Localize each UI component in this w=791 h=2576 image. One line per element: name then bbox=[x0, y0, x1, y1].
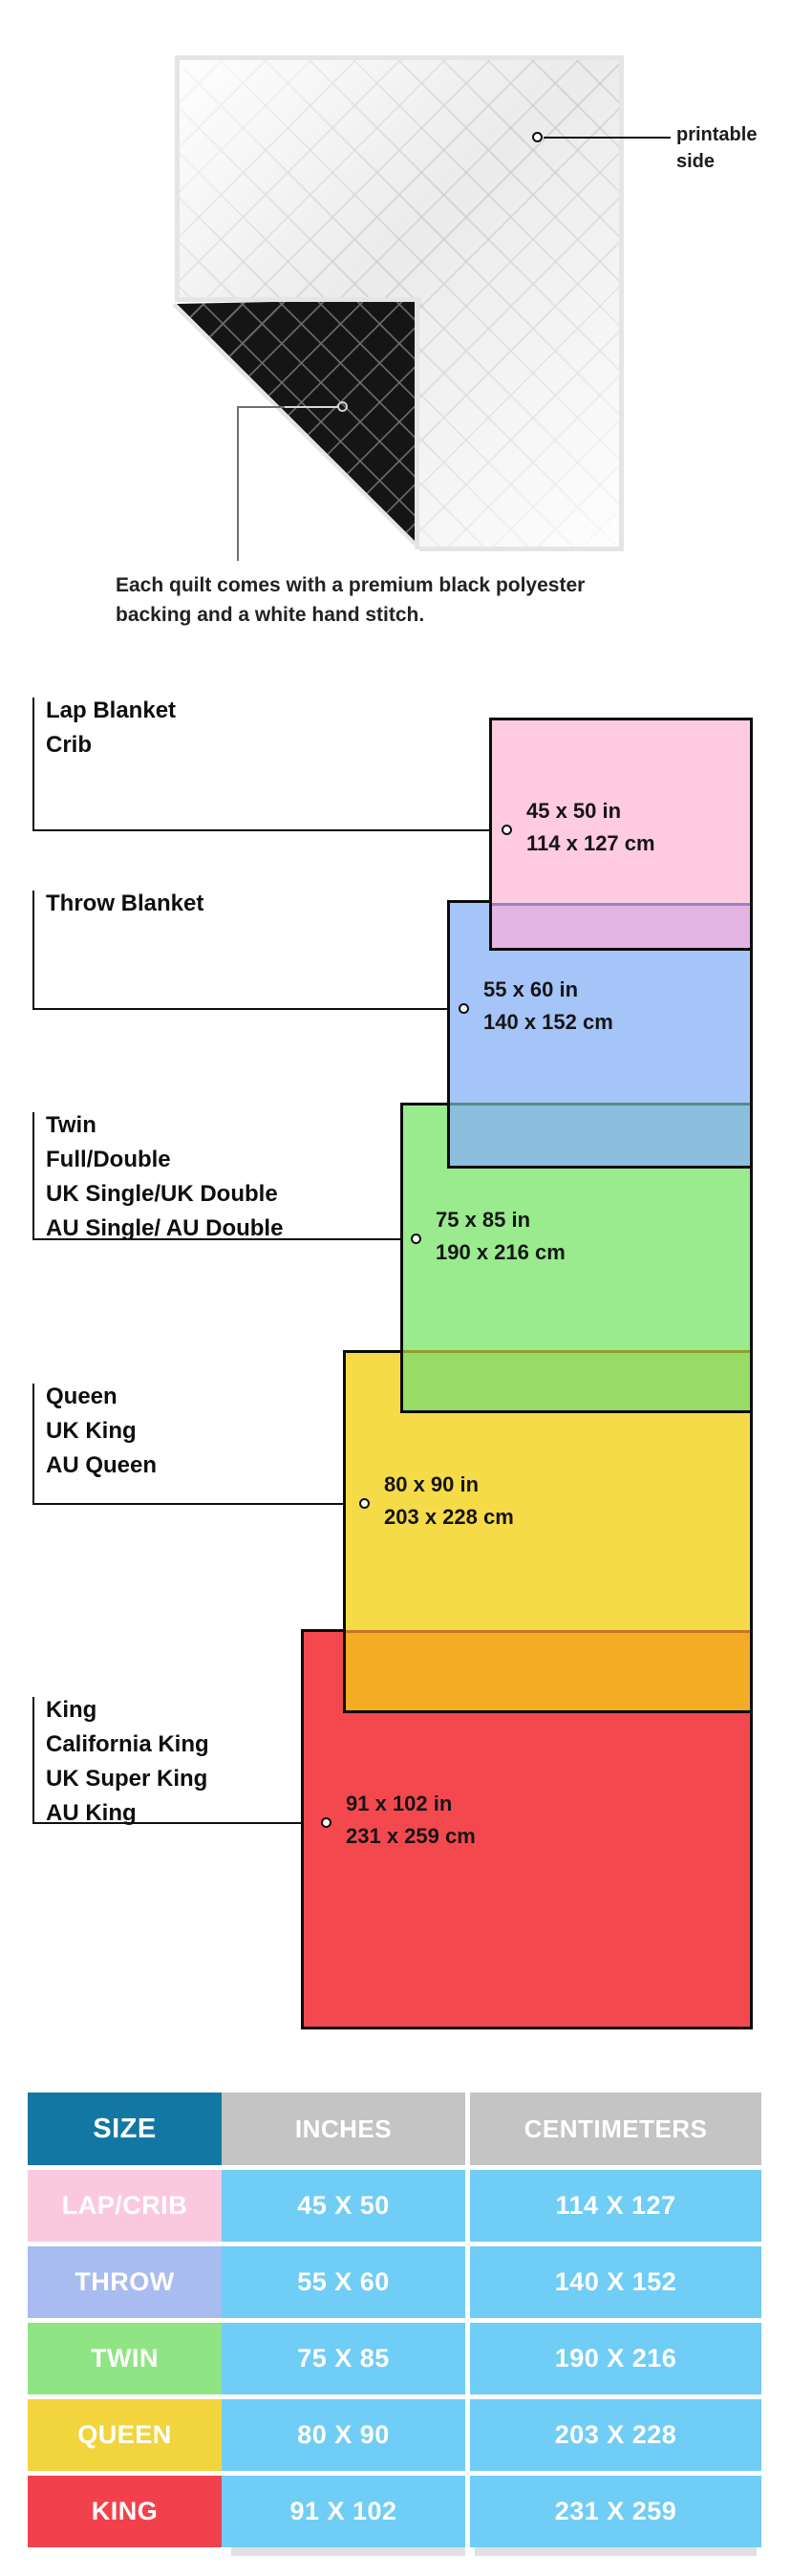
table-row-centimeters: 203 X 228 bbox=[470, 2399, 761, 2471]
printable-side-label: printable side bbox=[676, 124, 758, 172]
size-label-line: Lap Blanket bbox=[46, 698, 177, 723]
size-dims-inches: 91 x 102 in bbox=[346, 1792, 453, 1815]
size-dims-throw: 55 x 60 in 140 x 152 cm bbox=[483, 974, 613, 1039]
printable-side-leader-line bbox=[544, 137, 671, 139]
leader-line bbox=[32, 1822, 321, 1824]
backing-leader-line-vertical bbox=[237, 406, 239, 561]
size-label-line: Throw Blanket bbox=[46, 891, 204, 916]
size-label-line: California King bbox=[46, 1731, 209, 1757]
table-row-label: THROW bbox=[28, 2246, 222, 2318]
table-shadow-inches bbox=[231, 2547, 465, 2556]
table-header-centimeters: CENTIMETERS bbox=[470, 2093, 761, 2165]
leader-circle bbox=[411, 1234, 421, 1244]
size-dims-cm: 190 x 216 cm bbox=[436, 1240, 566, 1264]
table-row-inches: 91 X 102 bbox=[222, 2476, 465, 2547]
quilt-caption: Each quilt comes with a premium black po… bbox=[116, 574, 586, 626]
quilt-binding-right bbox=[619, 55, 624, 551]
table-row-label: TWIN bbox=[28, 2323, 222, 2394]
table-row-centimeters: 190 X 216 bbox=[470, 2323, 761, 2394]
size-dims-inches: 80 x 90 in bbox=[384, 1472, 480, 1496]
size-label-line: Crib bbox=[46, 732, 92, 758]
overlap-throw-twin bbox=[450, 1103, 750, 1166]
leader-circle bbox=[359, 1498, 370, 1509]
size-label-line: AU King bbox=[46, 1800, 137, 1826]
table-row-label: LAP/CRIB bbox=[28, 2170, 222, 2242]
size-label-line: AU Queen bbox=[46, 1452, 158, 1478]
size-label-throw: Throw Blanket bbox=[46, 887, 203, 921]
leader-line bbox=[32, 1008, 459, 1010]
size-dims-inches: 75 x 85 in bbox=[436, 1208, 531, 1232]
quilt-binding-bottom bbox=[419, 547, 624, 551]
quilt-binding-step-v bbox=[415, 299, 419, 549]
leader-tick bbox=[32, 891, 34, 1010]
backing-leader-line-on-black bbox=[283, 406, 338, 408]
table-row-label: KING bbox=[28, 2476, 222, 2547]
table-row-centimeters: 231 X 259 bbox=[470, 2476, 761, 2547]
table-row-inches: 75 X 85 bbox=[222, 2323, 465, 2394]
leader-tick bbox=[32, 1697, 34, 1824]
overlap-twin-queen bbox=[403, 1350, 750, 1410]
size-dims-queen: 80 x 90 in 203 x 228 cm bbox=[384, 1469, 514, 1534]
size-label-line: UK Super King bbox=[46, 1766, 208, 1792]
size-dims-twin: 75 x 85 in 190 x 216 cm bbox=[436, 1204, 566, 1269]
size-dims-cm: 114 x 127 cm bbox=[526, 831, 655, 855]
quilt-illustration bbox=[172, 55, 624, 551]
size-label-queen: Queen UK King AU Queen bbox=[46, 1380, 157, 1483]
table-row-centimeters: 140 X 152 bbox=[470, 2246, 761, 2318]
overlap-queen-king bbox=[346, 1630, 750, 1710]
backing-marker-circle bbox=[337, 401, 348, 412]
size-label-twin: Twin Full/Double UK Single/UK Double AU … bbox=[46, 1108, 283, 1246]
quilt-binding-top bbox=[175, 55, 624, 60]
leader-circle bbox=[321, 1817, 331, 1828]
overlap-lap-throw bbox=[492, 903, 750, 948]
size-label-line: UK King bbox=[46, 1418, 137, 1444]
size-dims-king: 91 x 102 in 231 x 259 cm bbox=[346, 1788, 476, 1853]
size-label-line: AU Single/ AU Double bbox=[46, 1215, 284, 1241]
size-label-line: Queen bbox=[46, 1384, 118, 1409]
leader-line bbox=[32, 1238, 411, 1240]
printable-side-marker-circle bbox=[532, 132, 543, 142]
table-row-inches: 80 X 90 bbox=[222, 2399, 465, 2471]
leader-line bbox=[32, 1503, 359, 1505]
size-dims-inches: 55 x 60 in bbox=[483, 977, 579, 1001]
leader-line bbox=[32, 829, 502, 831]
size-label-line: Full/Double bbox=[46, 1147, 171, 1172]
quilt-binding-step-h bbox=[175, 297, 421, 302]
leader-tick bbox=[32, 698, 34, 831]
size-dims-cm: 203 x 228 cm bbox=[384, 1505, 514, 1529]
backing-leader-line-horizontal bbox=[237, 406, 285, 408]
table-header-inches: INCHES bbox=[222, 2093, 465, 2165]
size-dims-inches: 45 x 50 in bbox=[526, 799, 622, 823]
size-dims-cm: 231 x 259 cm bbox=[346, 1824, 476, 1848]
leader-tick bbox=[32, 1112, 34, 1240]
leader-circle bbox=[502, 825, 512, 835]
size-dims-lap-crib: 45 x 50 in 114 x 127 cm bbox=[526, 795, 655, 860]
leader-circle bbox=[459, 1003, 469, 1014]
size-label-line: UK Single/UK Double bbox=[46, 1181, 278, 1207]
size-dims-cm: 140 x 152 cm bbox=[483, 1010, 613, 1034]
table-row-inches: 45 X 50 bbox=[222, 2170, 465, 2242]
quilt-binding-left bbox=[175, 55, 180, 302]
table-row-inches: 55 X 60 bbox=[222, 2246, 465, 2318]
size-label-line: Twin bbox=[46, 1112, 96, 1138]
table-header-size: SIZE bbox=[28, 2093, 222, 2165]
size-label-line: King bbox=[46, 1697, 97, 1723]
table-row-label: QUEEN bbox=[28, 2399, 222, 2471]
size-label-lap-crib: Lap Blanket Crib bbox=[46, 694, 176, 762]
table-shadow-centimeters bbox=[475, 2547, 757, 2556]
leader-tick bbox=[32, 1384, 34, 1505]
size-label-king: King California King UK Super King AU Ki… bbox=[46, 1693, 209, 1831]
table-row-centimeters: 114 X 127 bbox=[470, 2170, 761, 2242]
